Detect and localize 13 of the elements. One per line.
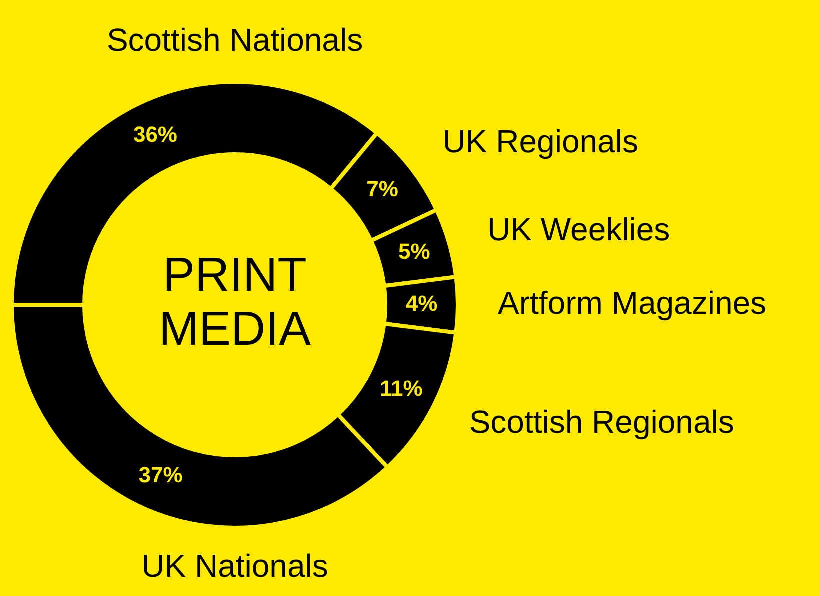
data-label: 11% xyxy=(380,376,423,401)
data-label: 5% xyxy=(398,238,430,264)
slice-label: UK Weeklies xyxy=(488,211,670,248)
data-label: 7% xyxy=(366,176,398,202)
data-label: 36% xyxy=(133,122,178,148)
slice-label: UK Regionals xyxy=(442,124,638,160)
slice-label: UK Nationals xyxy=(142,548,328,584)
slice-label: Scottish Regionals xyxy=(469,404,734,440)
text: PRINT MEDIA xyxy=(158,249,312,356)
slice-label: Scottish Nationals xyxy=(106,22,364,58)
slice-label: Artform Magazines xyxy=(498,284,767,321)
data-label: 4% xyxy=(406,291,438,316)
data-label: 37% xyxy=(138,462,183,488)
